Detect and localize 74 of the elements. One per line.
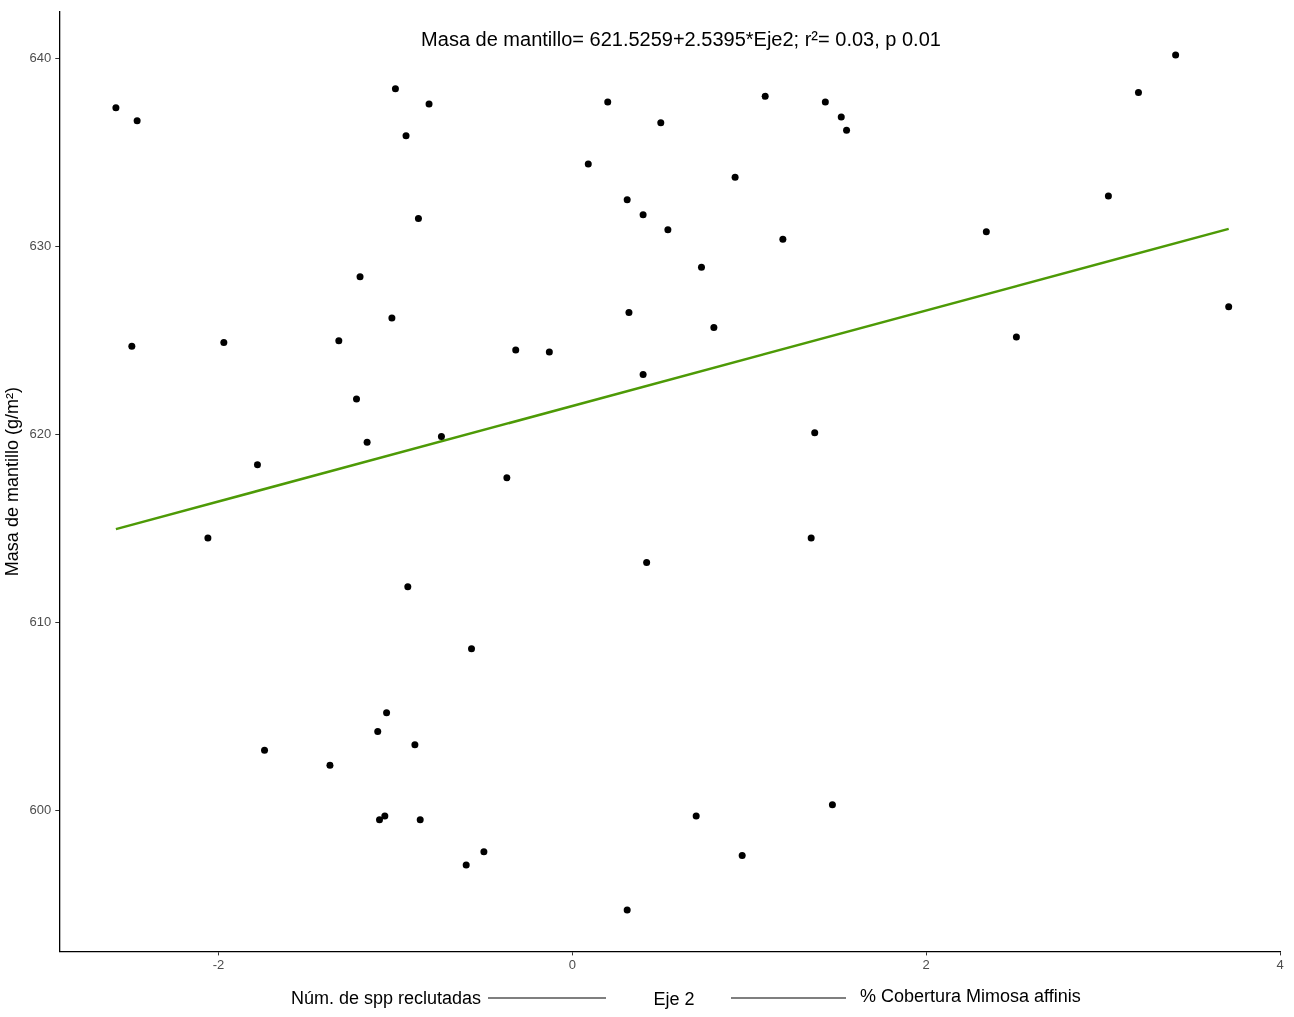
point	[468, 645, 475, 653]
point	[639, 370, 647, 378]
point	[639, 211, 647, 219]
y-tick-label: 620	[29, 426, 52, 442]
y-axis-title: Masa de mantillo (g/m²)	[1, 387, 22, 577]
point	[837, 113, 845, 121]
point	[411, 741, 419, 749]
text: Núm. de spp reclutadas	[290, 987, 481, 1008]
point	[326, 761, 334, 769]
point	[821, 98, 829, 106]
point	[437, 433, 445, 440]
point	[133, 117, 141, 125]
point	[657, 119, 665, 127]
point	[404, 583, 412, 591]
point	[335, 337, 343, 345]
point	[1172, 51, 1180, 59]
point	[584, 160, 592, 168]
point	[253, 461, 261, 469]
x-axis-title: Eje 2	[653, 988, 695, 1009]
point	[480, 848, 488, 856]
point	[128, 342, 136, 350]
point	[363, 438, 371, 446]
y-tick-label: 610	[29, 614, 52, 630]
point	[383, 709, 391, 717]
point	[112, 104, 120, 112]
text: Masa de mantillo= 621.5259+2.5395*Eje2; r²= 0.03, p 0.01	[421, 27, 941, 50]
point	[710, 324, 718, 332]
point	[731, 173, 739, 181]
point	[414, 215, 422, 223]
point	[843, 126, 851, 134]
point	[664, 226, 672, 234]
point	[204, 534, 212, 542]
point	[623, 906, 631, 914]
point	[261, 746, 269, 754]
point	[425, 100, 433, 108]
x-tick-label: 4	[1276, 956, 1284, 972]
point	[807, 534, 815, 542]
text: % Cobertura Mimosa affinis	[860, 985, 1081, 1006]
point	[1225, 303, 1233, 311]
point	[220, 339, 228, 347]
y-tick-label: 640	[29, 50, 52, 66]
point	[545, 348, 553, 356]
point	[1104, 192, 1112, 200]
x-tick-label: 0	[568, 956, 576, 972]
point	[643, 558, 651, 566]
point	[779, 235, 787, 243]
point	[697, 263, 705, 271]
point	[416, 816, 424, 824]
point	[1134, 89, 1142, 97]
y-tick-label: 600	[29, 802, 52, 818]
point	[402, 132, 410, 140]
point	[604, 98, 612, 106]
point	[623, 196, 631, 204]
point	[1012, 333, 1020, 341]
y-tick-label: 630	[29, 238, 52, 254]
point	[512, 346, 520, 354]
x-tick-label: 2	[922, 956, 930, 972]
point	[388, 314, 396, 322]
point	[761, 92, 769, 100]
point	[376, 816, 384, 824]
x-tick-label: -2	[212, 956, 225, 972]
point	[692, 812, 700, 820]
point	[503, 474, 511, 482]
point	[738, 852, 746, 860]
point	[625, 308, 633, 316]
point	[462, 861, 470, 869]
point	[374, 728, 382, 736]
point	[828, 801, 836, 809]
point	[391, 85, 399, 93]
point	[811, 429, 819, 437]
point	[381, 812, 389, 820]
point	[982, 228, 990, 236]
point	[353, 395, 361, 403]
point	[356, 273, 364, 281]
